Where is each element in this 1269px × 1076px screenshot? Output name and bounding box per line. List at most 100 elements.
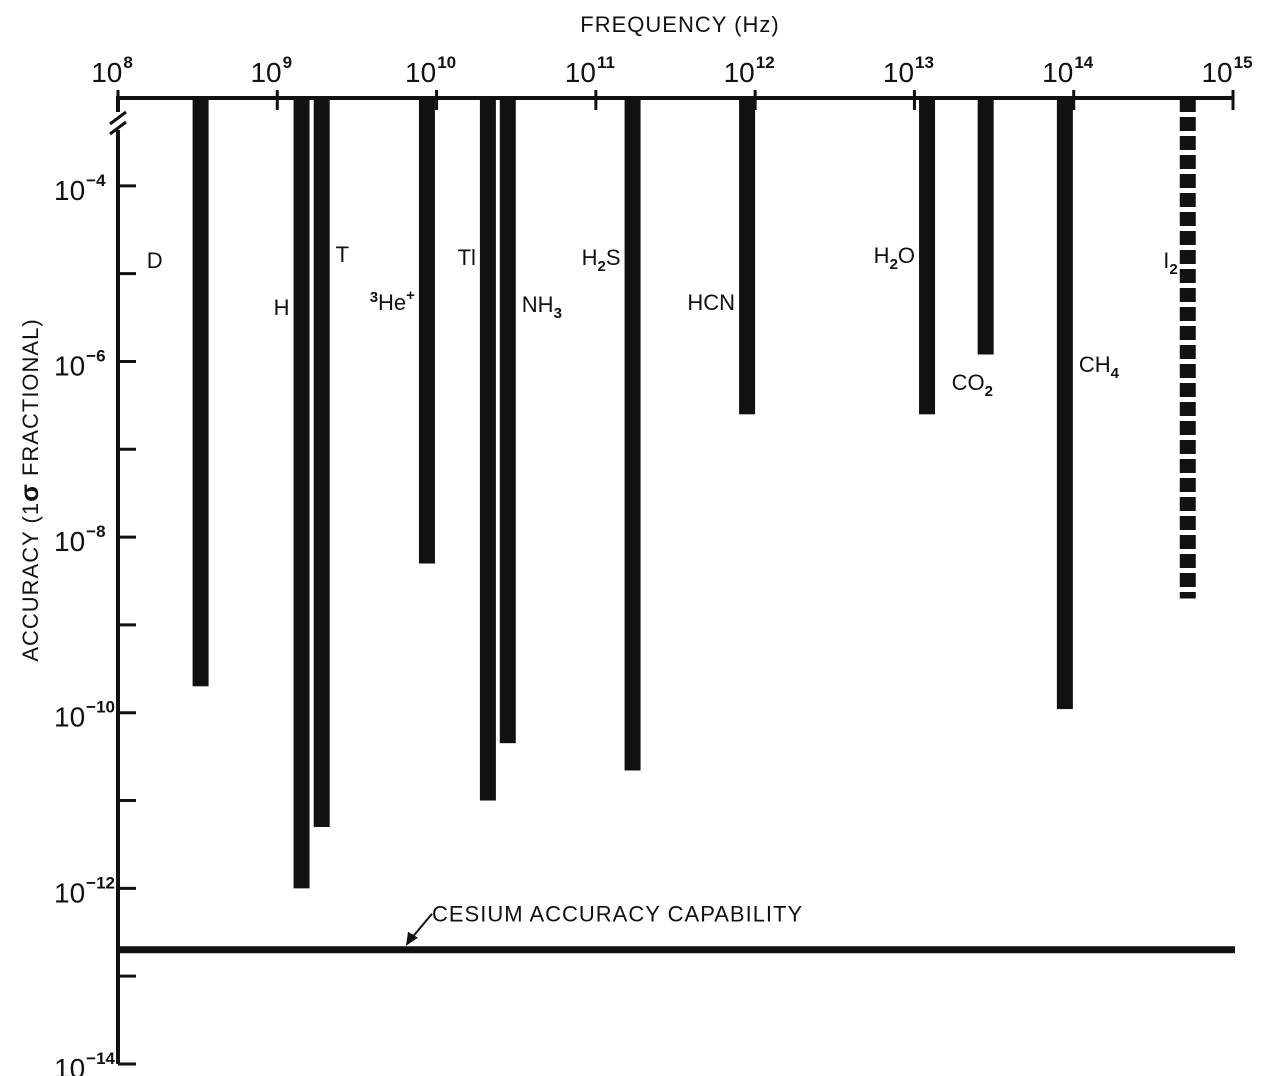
bar-dash-segment	[1179, 117, 1196, 131]
bar-label-subscript: 2	[598, 258, 606, 275]
bar-label: CO2	[952, 370, 993, 400]
bar-label-text: CO	[952, 370, 985, 395]
y-tick-base: 10	[54, 526, 85, 557]
bar-label-subscript: 2	[1169, 261, 1177, 278]
bar-dash-segment	[1179, 174, 1196, 188]
x-tick-base: 10	[724, 57, 755, 88]
x-tick-exponent: 11	[597, 53, 615, 72]
bar-dash-segment	[1179, 364, 1196, 378]
x-tick-label: 108	[91, 53, 133, 88]
bar-label-text-tail: S	[606, 245, 621, 270]
bar	[293, 98, 310, 889]
cesium-pointer-arrow	[411, 913, 433, 939]
bar-dash-segment	[1179, 250, 1196, 264]
bar-label-text: D	[147, 248, 163, 273]
x-axis-title: FREQUENCY (Hz)	[580, 12, 779, 37]
bar-dash-segment	[1179, 231, 1196, 245]
bar-label-prefix: 3	[370, 289, 378, 306]
x-tick-base: 10	[565, 57, 596, 88]
bar	[313, 98, 330, 827]
y-tick-base: 10	[54, 702, 85, 733]
x-tick-label: 1013	[883, 53, 934, 88]
y-tick-exponent: −6	[86, 346, 105, 365]
x-tick-base: 10	[1042, 57, 1073, 88]
x-tick-label: 1010	[405, 53, 456, 88]
bar-label-subscript: 4	[1111, 365, 1120, 382]
bar-label-text-tail: O	[898, 243, 915, 268]
bar-label-text: H	[874, 243, 890, 268]
bar-label-subscript: 3	[554, 305, 562, 322]
x-tick-label: 1015	[1201, 53, 1252, 88]
bar	[977, 98, 994, 355]
y-tick-label: 10−4	[54, 171, 106, 206]
y-tick-exponent: −8	[86, 522, 105, 541]
y-tick-exponent: −12	[86, 873, 115, 892]
bar-dash-segment	[1179, 269, 1196, 283]
y-axis-title-sigma: σ	[14, 483, 44, 502]
y-tick-label: 10−14	[54, 1049, 116, 1076]
bar-dash-segment	[1179, 554, 1196, 568]
bar-label: H	[274, 295, 290, 320]
bar-label: Tl	[458, 245, 476, 270]
bar	[624, 98, 641, 771]
bar-dash-segment	[1179, 212, 1196, 226]
bar-dash-segment	[1179, 459, 1196, 473]
x-tick-group: 108 109 1010 1011 1012 1013 1014 1015	[91, 53, 1253, 110]
bar-label-text: T	[336, 242, 349, 267]
x-tick-exponent: 10	[437, 53, 456, 72]
bar-dash-segment	[1179, 345, 1196, 359]
bar-dash-segment	[1179, 402, 1196, 416]
bar-dash-segment	[1179, 155, 1196, 169]
bar-label-text: NH	[522, 292, 554, 317]
x-tick-base: 10	[250, 57, 281, 88]
y-axis-title: ACCURACY (1σ FRACTIONAL)	[14, 318, 44, 661]
y-axis-title-start: ACCURACY (1	[18, 502, 43, 662]
x-tick-base: 10	[91, 57, 122, 88]
bar-label: HCN	[687, 290, 735, 315]
bar-dash-segment	[1179, 440, 1196, 454]
bar-label: T	[336, 242, 349, 267]
y-tick-exponent: −14	[86, 1049, 115, 1068]
bar-dash-segment	[1179, 326, 1196, 340]
x-tick-exponent: 12	[756, 53, 775, 72]
bar-dash-segment	[1179, 573, 1196, 587]
bar-label: H2O	[874, 243, 915, 273]
bar-label-subscript: 2	[985, 383, 993, 400]
bar	[479, 98, 496, 801]
bar-label-text: CH	[1079, 352, 1111, 377]
bar-label: NH3	[522, 292, 562, 322]
bar-dash-segment	[1179, 478, 1196, 492]
x-tick-base: 10	[1201, 57, 1232, 88]
y-tick-label: 10−6	[54, 346, 106, 381]
bar-label-text: H	[582, 245, 598, 270]
bar-label: D	[147, 248, 163, 273]
x-tick-label: 1011	[565, 53, 615, 88]
cesium-pointer-arrowhead	[406, 931, 418, 946]
y-tick-base: 10	[54, 877, 85, 908]
bar-label-text: He	[378, 290, 406, 315]
bar	[192, 98, 209, 687]
x-tick-exponent: 15	[1234, 53, 1253, 72]
x-tick-label: 109	[250, 53, 292, 88]
y-tick-label: 10−12	[54, 873, 115, 908]
y-tick-base: 10	[54, 175, 85, 206]
x-tick-exponent: 13	[915, 53, 934, 72]
bar-label-text: I	[1163, 248, 1169, 273]
y-tick-label: 10−10	[54, 698, 115, 733]
x-tick-base: 10	[883, 57, 914, 88]
bar-dash-segment	[1179, 497, 1196, 511]
x-tick-exponent: 14	[1074, 53, 1093, 72]
y-axis-title-end: FRACTIONAL)	[18, 318, 43, 483]
bar-label-text: HCN	[687, 290, 735, 315]
bar-label-superscript: +	[406, 287, 415, 304]
y-tick-exponent: −10	[86, 698, 115, 717]
bar-label: 3He+	[370, 287, 415, 315]
bar-dash-segment	[1179, 288, 1196, 302]
bar-dash-segment	[1179, 592, 1196, 599]
bar-dash-segment	[1179, 383, 1196, 397]
x-tick-exponent: 9	[283, 53, 292, 72]
bar-label-text: Tl	[458, 245, 476, 270]
bar-label: H2S	[582, 245, 621, 275]
